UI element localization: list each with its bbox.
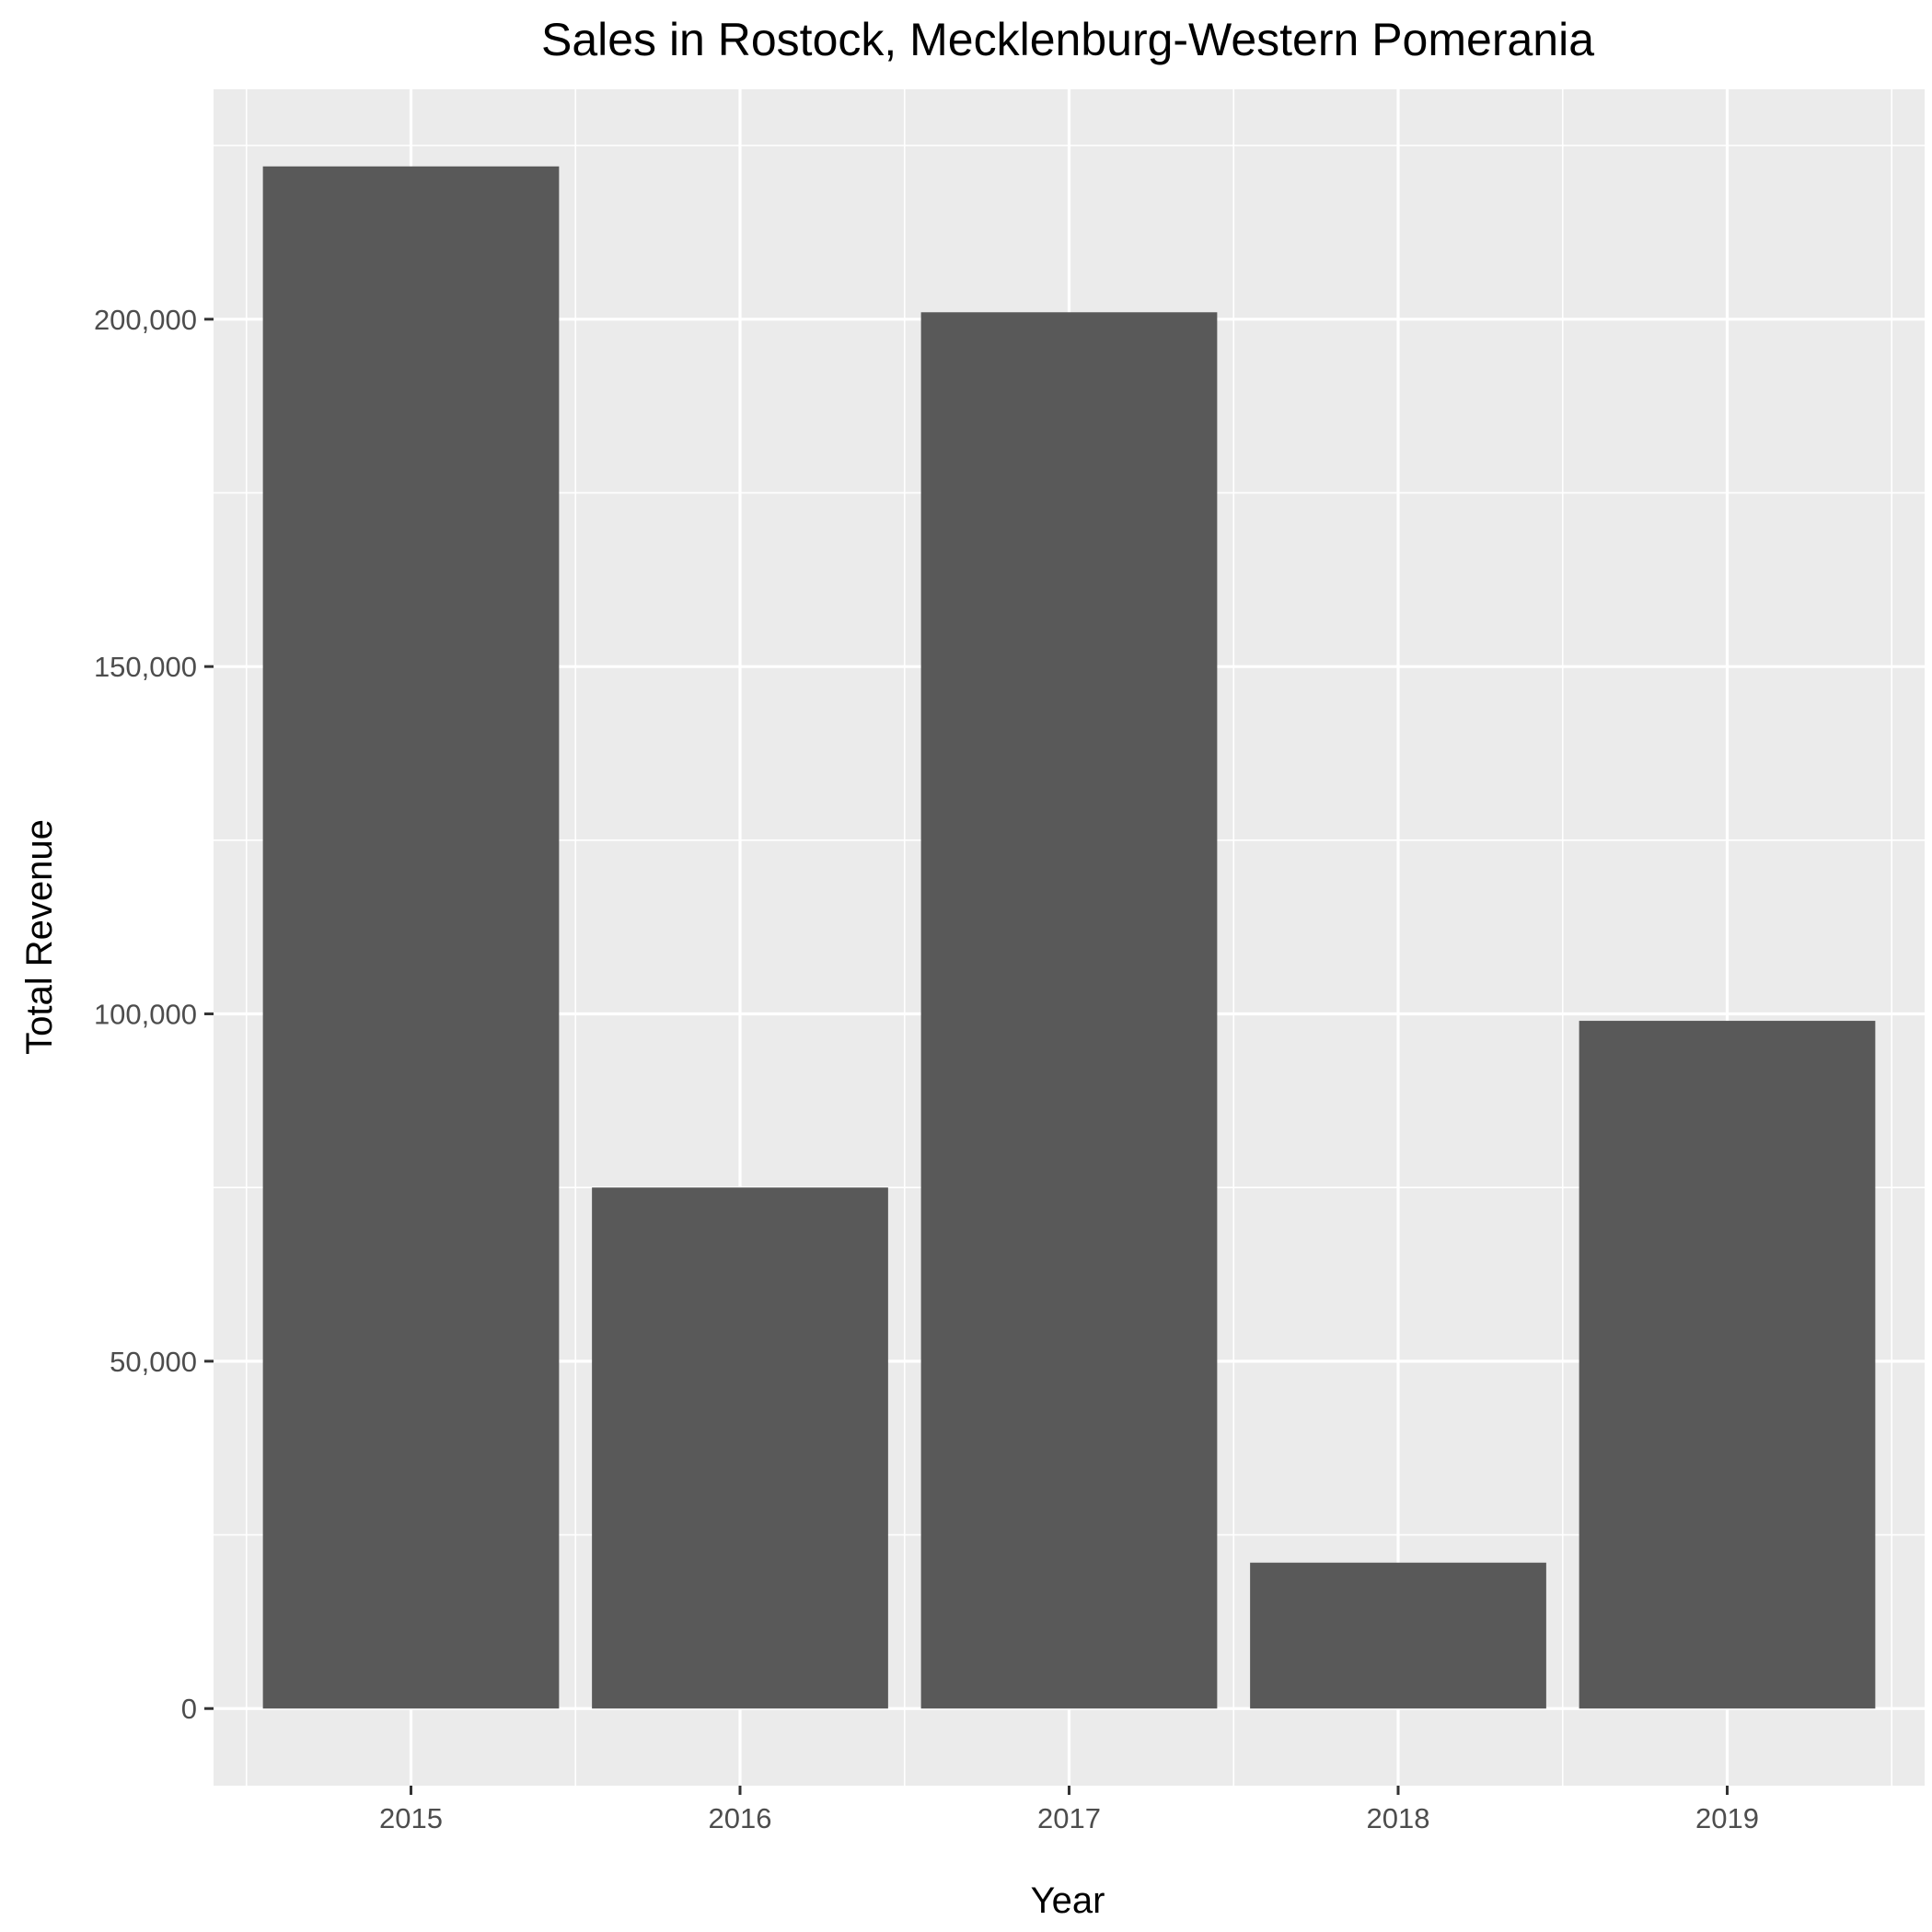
y-axis: 0 50,000 100,000 150,000 200,000 [94,304,214,1725]
x-axis: 2015 2016 2017 2018 2019 [379,1786,1759,1834]
bar-2015 [262,166,560,1709]
y-tick-label: 50,000 [110,1346,197,1378]
x-tick-label: 2017 [1037,1802,1101,1834]
x-tick-label: 2019 [1695,1802,1759,1834]
bars [262,166,1876,1709]
y-axis-title: Total Revenue [19,819,60,1055]
bar-2018 [1250,1562,1546,1709]
x-tick-label: 2018 [1367,1802,1430,1834]
x-tick-label: 2016 [709,1802,772,1834]
y-tick-label: 0 [181,1693,197,1725]
y-tick-label: 200,000 [94,304,197,336]
x-tick-label: 2015 [379,1802,443,1834]
bar-2019 [1579,1021,1876,1709]
bar-2017 [920,312,1218,1709]
chart-title: Sales in Rostock, Mecklenburg-Western Po… [541,14,1594,65]
x-axis-title: Year [1031,1880,1105,1921]
y-tick-label: 150,000 [94,651,197,683]
y-tick-label: 100,000 [94,999,197,1031]
bar-2016 [592,1187,888,1709]
